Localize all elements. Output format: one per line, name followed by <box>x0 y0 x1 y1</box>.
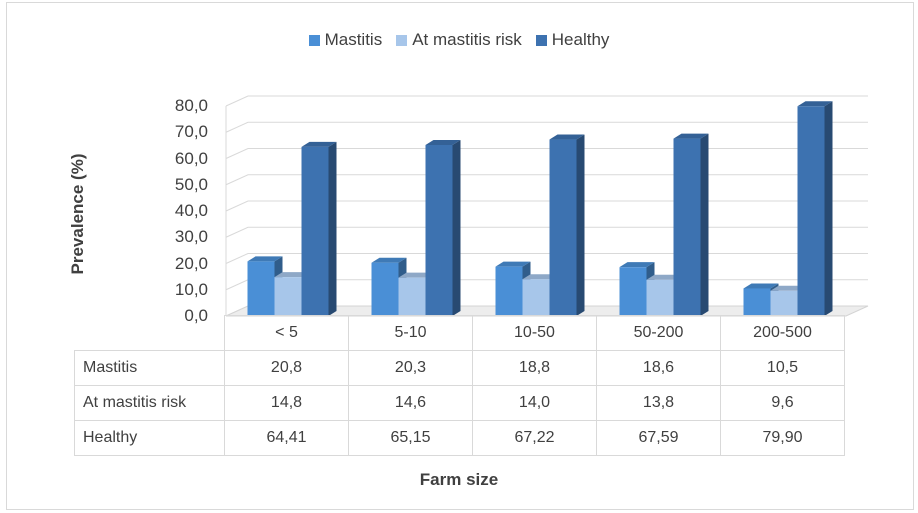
bar-healthy <box>673 138 701 316</box>
data-label: 14,6 <box>348 385 473 421</box>
bar-mastitis <box>619 267 647 316</box>
data-table-row-label: Mastitis <box>74 350 225 386</box>
legend-swatch-mastitis <box>308 34 320 46</box>
legend-label-mastitis: Mastitis <box>324 30 383 49</box>
gridline <box>225 121 868 133</box>
bar-mastitis-top <box>371 257 407 263</box>
y-tick-label: 50,0 <box>174 174 208 194</box>
bar-at-mastitis-risk <box>274 277 302 316</box>
data-label: 67,59 <box>596 420 721 456</box>
data-label: 20,8 <box>224 350 349 386</box>
bar-healthy-side <box>576 134 585 316</box>
data-label: 79,90 <box>720 420 845 456</box>
bar-mastitis <box>371 262 399 316</box>
bar-healthy-side <box>700 133 709 316</box>
category-label: 50-200 <box>596 315 721 351</box>
bar-mastitis <box>495 266 523 316</box>
bar-healthy-top <box>425 139 461 145</box>
legend-label-at-risk: At mastitis risk <box>412 30 522 49</box>
data-table-row-healthy: Healthy 64,41 65,15 67,22 67,59 79,90 <box>74 420 845 456</box>
data-label: 64,41 <box>224 420 349 456</box>
data-label: 10,5 <box>720 350 845 386</box>
bar-at-mastitis-risk <box>522 279 550 316</box>
bar-at-mastitis-risk <box>770 290 798 316</box>
gridline <box>225 200 868 212</box>
bar-at-mastitis-risk <box>646 279 674 316</box>
data-label: 14,8 <box>224 385 349 421</box>
legend-item-mastitis: Mastitis <box>308 30 383 50</box>
legend-item-at-risk: At mastitis risk <box>396 30 522 50</box>
bar-healthy-top <box>797 101 833 107</box>
category-label: 10-50 <box>472 315 597 351</box>
data-table-header-row: < 5 5-10 10-50 50-200 200-500 <box>74 315 845 351</box>
data-label: 14,0 <box>472 385 597 421</box>
bar-healthy-side <box>824 101 833 316</box>
data-label: 18,6 <box>596 350 721 386</box>
gridline <box>225 95 868 107</box>
data-label: 65,15 <box>348 420 473 456</box>
legend-label-healthy: Healthy <box>551 30 610 49</box>
data-label: 18,8 <box>472 350 597 386</box>
bar-mastitis-top <box>743 283 779 289</box>
y-tick-label: 10,0 <box>174 279 208 299</box>
gridline <box>225 148 868 159</box>
bar-mastitis-top <box>619 262 655 268</box>
y-tick-label: 80,0 <box>174 96 208 115</box>
y-tick-label: 30,0 <box>174 227 208 247</box>
data-label: 13,8 <box>596 385 721 421</box>
data-table-row-label: At mastitis risk <box>74 385 225 421</box>
legend: Mastitis At mastitis risk Healthy <box>0 30 918 50</box>
bar-healthy-side <box>452 139 461 316</box>
bar-mastitis-top <box>247 256 283 262</box>
y-tick-label: 40,0 <box>174 201 208 220</box>
bar-healthy-top <box>301 141 337 147</box>
data-table-corner <box>74 315 225 351</box>
bar-healthy <box>425 144 453 316</box>
bar-at-mastitis-risk-top <box>646 274 682 280</box>
gridline <box>225 226 868 238</box>
y-tick-label: 70,0 <box>174 122 208 142</box>
bar-mastitis <box>743 288 771 316</box>
bar-at-mastitis-risk-top <box>398 272 434 278</box>
data-table-row-mastitis: Mastitis 20,8 20,3 18,8 18,6 10,5 <box>74 350 845 386</box>
x-axis-label: Farm size <box>419 470 499 489</box>
category-label: < 5 <box>224 315 349 351</box>
gridline <box>225 174 868 186</box>
data-label: 9,6 <box>720 385 845 421</box>
bar-at-mastitis-risk <box>398 277 426 316</box>
data-label: 67,22 <box>472 420 597 456</box>
gridline <box>225 253 868 264</box>
bar-healthy <box>549 139 577 316</box>
y-tick-label: 20,0 <box>174 253 208 273</box>
bar-healthy <box>301 146 329 316</box>
bar-healthy <box>797 106 825 316</box>
data-label: 20,3 <box>348 350 473 386</box>
bar-healthy-top <box>549 134 585 140</box>
bar-at-mastitis-risk-top <box>770 285 806 291</box>
y-tick-label: 60,0 <box>174 148 208 168</box>
legend-item-healthy: Healthy <box>535 30 610 50</box>
bar-at-mastitis-risk-top <box>274 272 310 278</box>
category-label: 5-10 <box>348 315 473 351</box>
legend-swatch-at-risk <box>396 34 408 46</box>
category-label: 200-500 <box>720 315 845 351</box>
data-table-row-at-risk: At mastitis risk 14,8 14,6 14,0 13,8 9,6 <box>74 385 845 421</box>
data-table-row-label: Healthy <box>74 420 225 456</box>
legend-swatch-healthy <box>535 34 547 46</box>
bar-mastitis <box>247 261 275 316</box>
bar-healthy-top <box>673 133 709 139</box>
bar-mastitis-top <box>495 261 531 267</box>
data-table: < 5 5-10 10-50 50-200 200-500 Mastitis 2… <box>74 315 845 456</box>
bar-healthy-side <box>328 141 337 316</box>
bar-at-mastitis-risk-top <box>522 274 558 280</box>
